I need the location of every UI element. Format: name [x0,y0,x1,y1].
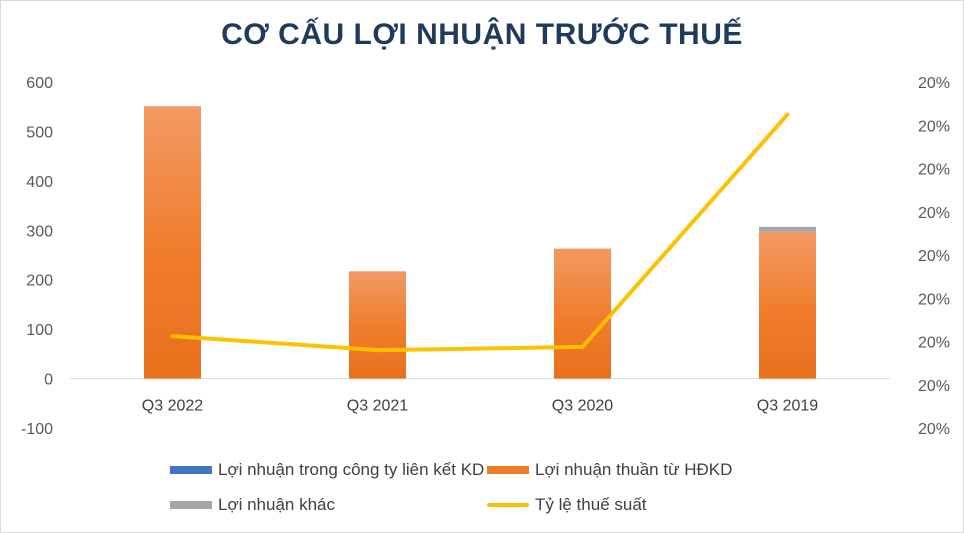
left-tick-label: 200 [26,273,53,290]
legend-label-operating: Lợi nhuận thuần từ HĐKD [535,460,733,479]
legend-label-tax-rate: Tỷ lệ thuế suất [535,495,647,514]
right-tick-label: 20% [918,378,950,395]
right-tick-label: 20% [918,335,950,352]
left-tick-label: 500 [26,124,53,141]
left-tick-label: 600 [26,75,53,92]
left-tick-label: 100 [26,322,53,339]
legend-swatch-associates [170,466,212,474]
bars [144,106,816,379]
right-tick-label: 20% [918,421,950,438]
category-label: Q3 2020 [552,398,613,415]
bar-operating [554,248,611,379]
right-tick-label: 20% [918,205,950,222]
category-label: Q3 2021 [347,398,408,415]
legend-item-tax-rate: Tỷ lệ thuế suất [487,495,647,515]
legend-swatch-tax-rate [487,503,529,507]
left-tick-label: 0 [44,372,53,389]
left-tick-label: -100 [21,421,53,438]
legend-swatch-operating [487,466,529,474]
right-tick-label: 20% [918,248,950,265]
category-label: Q3 2019 [757,398,818,415]
legend-label-associates: Lợi nhuận trong công ty liên kết KD [218,460,485,479]
right-tick-label: 20% [918,118,950,135]
left-axis: -100 0 100 200 300 400 500 600 [21,75,53,438]
legend-item-operating: Lợi nhuận thuần từ HĐKD [487,460,732,480]
right-tick-label: 20% [918,291,950,308]
category-labels: Q3 2022 Q3 2021 Q3 2020 Q3 2019 [142,398,818,415]
legend-swatch-other [170,501,212,509]
tax-rate-line [170,112,790,353]
legend-item-associates: Lợi nhuận trong công ty liên kết KD [170,460,484,480]
tax-rate-series-line [170,112,790,353]
left-tick-label: 300 [26,223,53,240]
legend-label-other: Lợi nhuận khác [218,495,336,514]
right-axis: 20% 20% 20% 20% 20% 20% 20% 20% 20% [918,75,950,438]
bar-operating [144,106,201,379]
left-tick-label: 400 [26,174,53,191]
chart-title: CƠ CẤU LỢI NHUẬN TRƯỚC THUẾ [221,18,743,51]
bar-other [759,226,816,232]
right-tick-label: 20% [918,75,950,92]
bar-operating [349,271,406,379]
legend-item-other: Lợi nhuận khác [170,495,335,515]
category-label: Q3 2022 [142,398,203,415]
right-tick-label: 20% [918,162,950,179]
bar-operating [759,231,816,379]
